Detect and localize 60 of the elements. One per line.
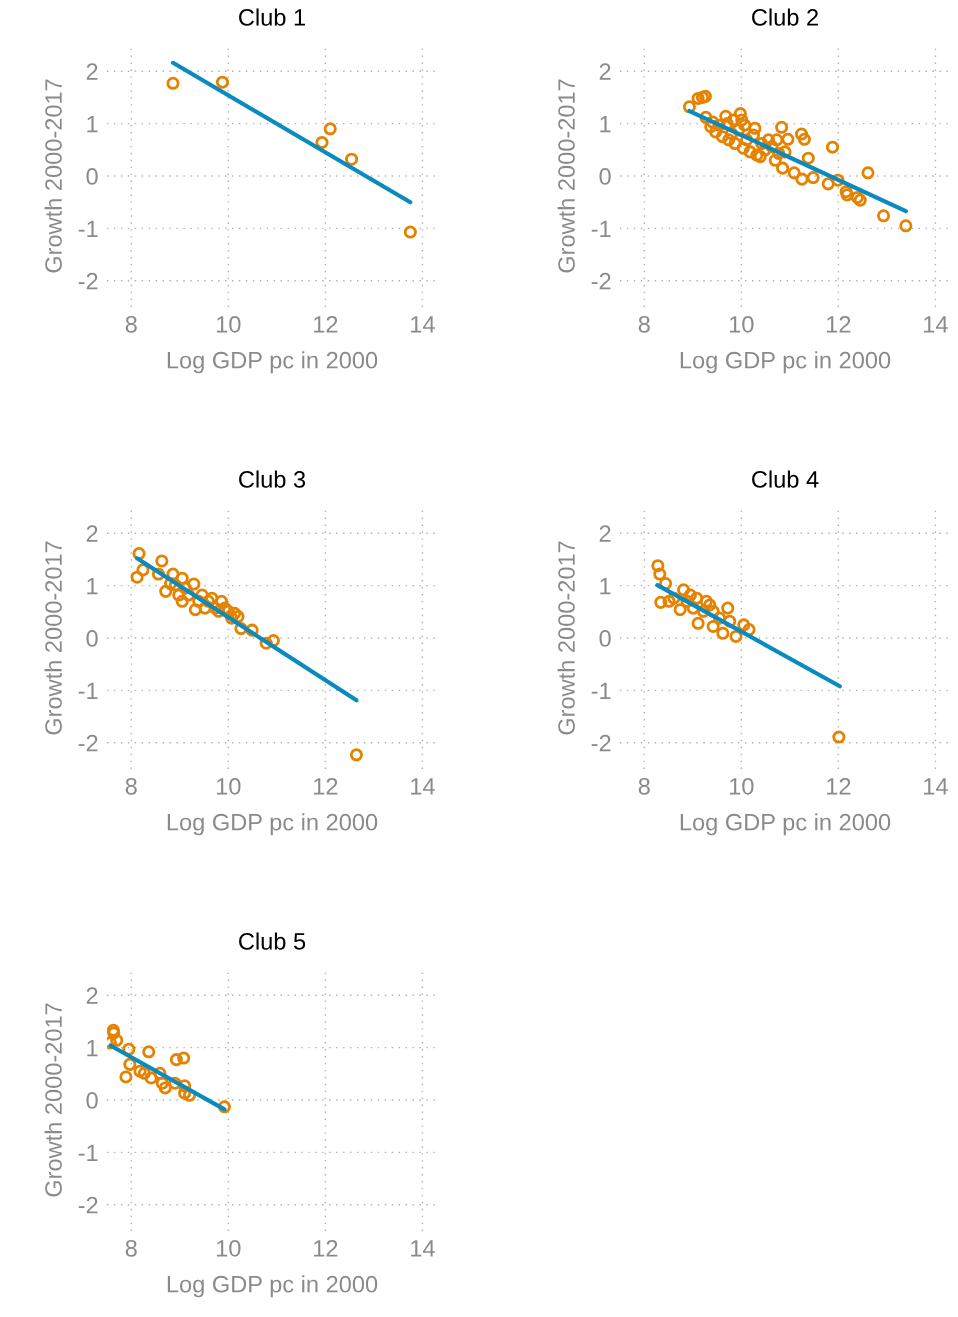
x-tick-label: 14: [924, 778, 948, 795]
x-tick-label: 14: [411, 1240, 435, 1257]
y-tick-label: 0: [599, 630, 611, 647]
x-tick-label: 14: [411, 778, 435, 795]
x-tick-label: 14: [411, 316, 435, 333]
x-tick-label: 8: [638, 777, 650, 795]
x-tick-label: 14: [924, 316, 948, 333]
chart-title: Club 1: [239, 8, 305, 26]
y-tick-label: -1: [78, 1144, 98, 1161]
y-axis-title: Growth 2000-2017: [44, 79, 62, 273]
y-axis-title: Growth 2000-2017: [44, 541, 62, 735]
x-tick-label: 8: [638, 315, 650, 333]
chart-title: Club 4: [752, 470, 819, 488]
y-tick-label: 1: [87, 115, 98, 133]
x-tick-label: 12: [314, 315, 338, 333]
y-tick-label: 2: [599, 63, 611, 80]
x-tick-label: 8: [125, 315, 137, 333]
x-tick-label: 10: [216, 1239, 241, 1257]
y-tick-label: 0: [86, 630, 98, 647]
x-axis-title: Log GDP pc in 2000: [167, 351, 378, 374]
y-axis-title: Growth 2000-2017: [557, 79, 575, 273]
y-axis-title: Growth 2000-2017: [557, 541, 575, 735]
y-tick-label: 2: [599, 525, 611, 542]
y-tick-label: -1: [591, 682, 611, 699]
y-tick-label: 0: [599, 168, 611, 185]
y-tick-label: -2: [78, 734, 98, 752]
x-tick-label: 12: [827, 777, 851, 795]
chart-title: Club 5: [239, 932, 306, 950]
y-axis-title: Growth 2000-2017: [44, 1003, 62, 1197]
chart-title: Club 3: [239, 470, 306, 488]
x-axis-title: Log GDP pc in 2000: [680, 351, 891, 374]
y-tick-label: -1: [591, 220, 611, 237]
x-axis-title: Log GDP pc in 2000: [680, 813, 891, 836]
y-tick-label: -1: [78, 220, 98, 237]
x-tick-label: 10: [729, 315, 754, 333]
x-tick-label: 12: [314, 1239, 338, 1257]
x-tick-label: 10: [216, 315, 241, 333]
x-tick-label: 8: [125, 777, 137, 795]
x-axis-title: Log GDP pc in 2000: [167, 1275, 378, 1298]
y-tick-label: -2: [78, 1196, 98, 1214]
y-tick-label: 1: [600, 115, 611, 133]
y-tick-label: -1: [78, 682, 98, 699]
y-tick-label: 1: [87, 1039, 98, 1057]
y-tick-label: -2: [78, 272, 98, 290]
y-tick-label: 2: [86, 987, 98, 1004]
y-tick-label: 1: [87, 577, 98, 595]
x-tick-label: 10: [216, 777, 241, 795]
x-tick-label: 12: [827, 315, 851, 333]
chart-title: Club 2: [752, 8, 818, 26]
x-axis-title: Log GDP pc in 2000: [167, 813, 378, 836]
y-tick-label: -2: [591, 272, 611, 290]
y-tick-label: 2: [86, 525, 98, 542]
y-tick-label: 2: [86, 63, 98, 80]
y-tick-label: 0: [86, 1092, 98, 1109]
x-tick-label: 8: [125, 1239, 137, 1257]
y-tick-label: 0: [86, 168, 98, 185]
y-tick-label: 1: [600, 577, 611, 595]
x-tick-label: 12: [314, 777, 338, 795]
y-tick-label: -2: [591, 734, 611, 752]
x-tick-label: 10: [729, 777, 754, 795]
